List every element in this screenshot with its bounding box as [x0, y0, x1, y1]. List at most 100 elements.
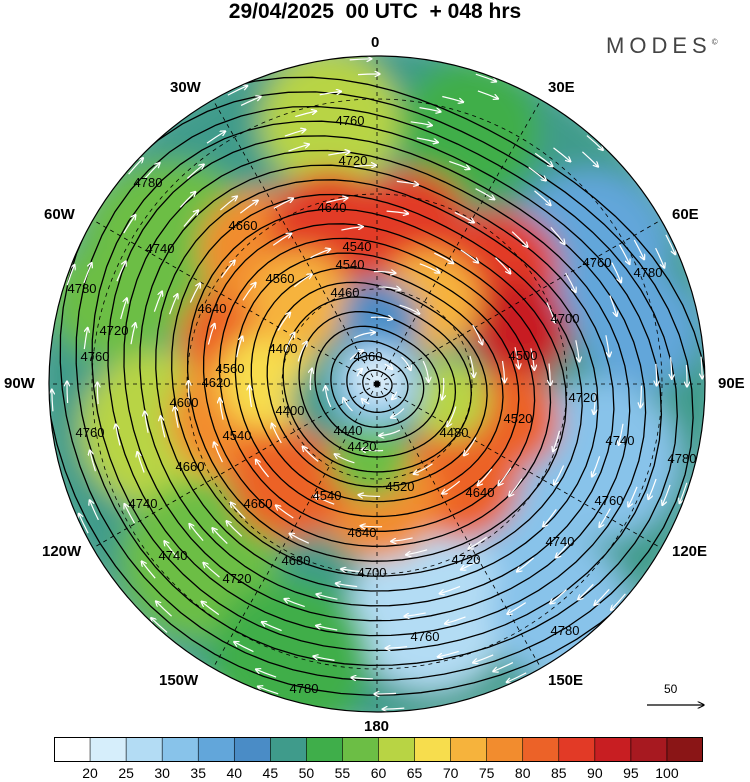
- colorbar-swatch: [666, 737, 703, 762]
- colorbar-tick-label: 45: [262, 765, 279, 781]
- lon-label-0: 0: [371, 34, 380, 51]
- colorbar-tick-label: 60: [370, 765, 387, 781]
- contour-label: 4560: [266, 271, 295, 286]
- north-pole-marker: [374, 381, 380, 387]
- lon-label-60e: 60E: [672, 206, 699, 223]
- colorbar-tick-label: 30: [154, 765, 170, 781]
- contour-label: 4540: [343, 239, 372, 254]
- contour-label: 4720: [339, 153, 368, 168]
- lon-label-120e: 120E: [672, 543, 708, 560]
- colorbar-swatch: [522, 737, 560, 762]
- colorbar-swatch: [594, 737, 632, 762]
- colorbar-swatch: [450, 737, 488, 762]
- contour-label: 4620: [202, 375, 231, 390]
- contour-label: 4500: [509, 348, 538, 363]
- colorbar-swatch: [89, 737, 127, 762]
- colorbar-swatch: [630, 737, 668, 762]
- contour-label: 4360: [354, 349, 383, 364]
- contour-label: 4760: [336, 113, 365, 128]
- contour-label: 4760: [76, 425, 105, 440]
- colorbar-swatch: [197, 737, 235, 762]
- contour-label: 4740: [129, 496, 158, 511]
- wind-vectors: [52, 59, 702, 709]
- colorbar-swatch: [54, 737, 91, 762]
- contour-label: 4760: [595, 493, 624, 508]
- colorbar-swatch: [306, 737, 344, 762]
- colorbar-tick-label: 20: [82, 765, 98, 781]
- contour-label: 4700: [358, 565, 387, 580]
- contour-label: 4540: [313, 488, 342, 503]
- contour-label: 4720: [569, 390, 598, 405]
- brand-mark: ©: [711, 37, 718, 47]
- contour-label: 4460: [331, 285, 360, 300]
- map-title: 29/04/2025 00 UTC + 048 hrs: [228, 0, 522, 23]
- colorbar-swatch: [270, 737, 307, 762]
- contour-label: 4640: [466, 485, 495, 500]
- colorbar-tick-label: 75: [478, 765, 495, 781]
- colorbar-tick-label: 80: [514, 765, 531, 781]
- colorbar-swatch: [414, 737, 452, 762]
- contour-label: 4760: [583, 255, 612, 270]
- contour-label: 4680: [282, 553, 311, 568]
- lon-label-60w: 60W: [44, 206, 75, 223]
- lon-label-90e: 90E: [718, 375, 745, 392]
- colorbar: [54, 737, 703, 762]
- contour-label: 4780: [551, 623, 580, 638]
- colorbar-tick-label: 55: [334, 765, 351, 781]
- colorbar-tick-label: 85: [550, 765, 567, 781]
- colorbar-swatch: [558, 737, 596, 762]
- colorbar-tick-label: 90: [587, 765, 603, 781]
- colorbar-swatch: [233, 737, 271, 762]
- contour-label: 4400: [276, 403, 305, 418]
- height-contours: [49, 76, 705, 696]
- contour-label: 4660: [176, 459, 205, 474]
- contour-label: 4520: [386, 479, 415, 494]
- contour-label: 4720: [100, 323, 129, 338]
- contour-label: 4760: [81, 349, 110, 364]
- lon-label-30w: 30W: [170, 79, 201, 96]
- lon-label-180: 180: [364, 718, 390, 735]
- contour-label: 4780: [290, 681, 319, 696]
- brand-name: MODES: [606, 33, 712, 58]
- contour-label: 4740: [159, 548, 188, 563]
- colorbar-tick-label: 35: [190, 765, 207, 781]
- colorbar-tick-label: 100: [655, 765, 679, 781]
- contour-label: 4780: [134, 175, 163, 190]
- vector-reference-value: 50: [664, 682, 678, 696]
- contour-label: 4780: [68, 281, 97, 296]
- contour-label: 4740: [546, 534, 575, 549]
- contour-label: 4440: [334, 423, 363, 438]
- colorbar-tick-label: 50: [298, 765, 315, 781]
- colorbar-tick-label: 25: [118, 765, 134, 781]
- contour-label: 4720: [452, 552, 481, 567]
- contour-label: 4720: [223, 571, 252, 586]
- contour-label: 4740: [146, 241, 175, 256]
- lon-label-30e: 30E: [548, 79, 575, 96]
- colorbar-swatch: [486, 737, 524, 762]
- contour-label: 4640: [198, 301, 227, 316]
- lon-label-120w: 120W: [42, 543, 82, 560]
- contour-label: 4520: [504, 411, 533, 426]
- contour-label: 4600: [170, 395, 199, 410]
- contour-label: 4480: [440, 425, 469, 440]
- contour-label: 4420: [348, 439, 377, 454]
- lon-label-90w: 90W: [4, 375, 35, 392]
- contour-label: 4700: [551, 311, 580, 326]
- colorbar-tick-label: 65: [406, 765, 423, 781]
- contour-label: 4740: [606, 433, 635, 448]
- colorbar-tick-label: 95: [623, 765, 639, 781]
- contour-label: 4660: [229, 218, 258, 233]
- contour-label: 4540: [223, 428, 252, 443]
- colorbar-swatch: [378, 737, 416, 762]
- contour-label: 4640: [348, 525, 377, 540]
- colorbar-labels: 20 25 30 35 40 45 50 55 60 65 70 75 80 85 90 95 100: [0, 765, 750, 782]
- contour-label: 4780: [668, 451, 697, 466]
- colorbar-tick-label: 70: [442, 765, 459, 781]
- contour-label: 4780: [634, 265, 663, 280]
- contour-label: 4540: [336, 257, 365, 272]
- colorbar-swatch: [125, 737, 163, 762]
- contour-label: 4760: [411, 629, 440, 644]
- colorbar-swatch: [342, 737, 380, 762]
